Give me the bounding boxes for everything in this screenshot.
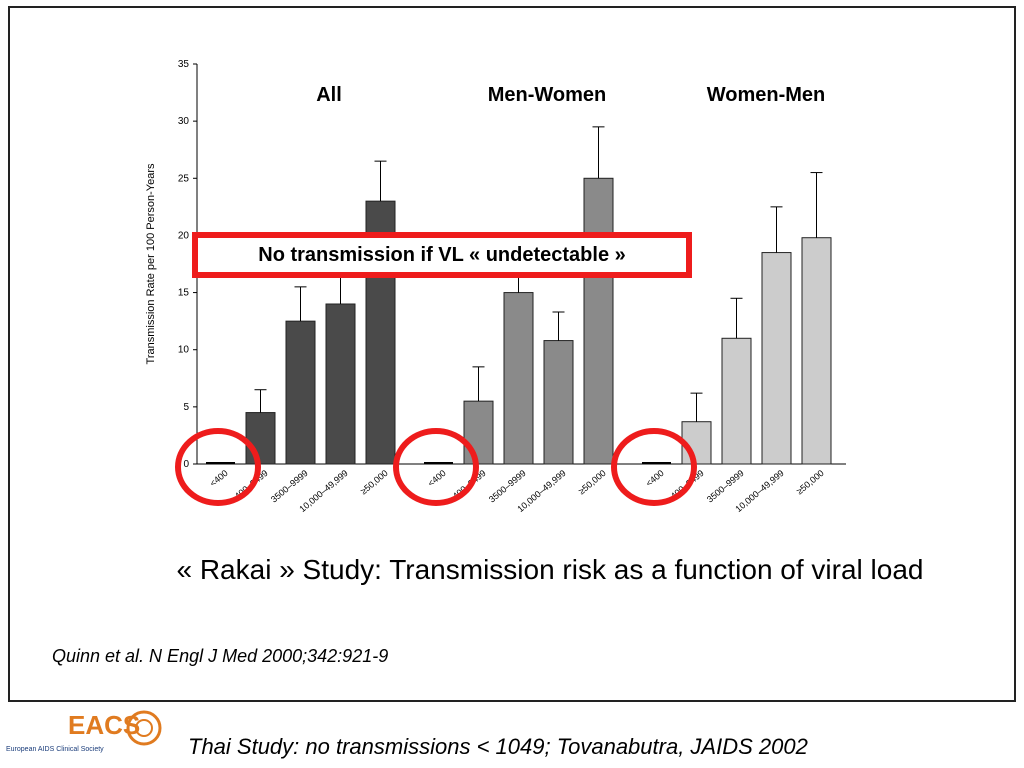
bar: [543, 340, 574, 465]
y-tick-label: 20: [178, 230, 190, 241]
group-title: Women-Men: [707, 84, 826, 106]
highlight-circle: [175, 428, 261, 506]
callout-box: No transmission if VL « undetectable »: [192, 232, 692, 278]
logo-emblem-inner: [135, 719, 153, 737]
bar: [721, 337, 752, 465]
bar: [463, 400, 494, 465]
y-tick-label: 25: [178, 173, 190, 184]
eacs-logo: EACS European AIDS Clinical Society: [6, 706, 166, 764]
bar: [583, 177, 614, 465]
y-tick-label: 15: [178, 288, 190, 299]
eacs-logo-mark: EACS: [68, 710, 162, 746]
y-tick-label: 35: [178, 59, 190, 70]
slide-caption: « Rakai » Study: Transmission risk as a …: [176, 554, 924, 585]
y-axis-label: Transmission Rate per 100 Person-Years: [145, 163, 157, 364]
y-tick-label: 0: [183, 459, 189, 470]
highlight-circle: [611, 428, 697, 506]
x-tick-label: <400: [644, 468, 666, 489]
bar: [801, 237, 832, 465]
x-tick-label: <400: [426, 468, 448, 489]
x-tick-label: ≥50,000: [358, 468, 389, 497]
footer-note: Thai Study: no transmissions < 1049; Tov…: [188, 734, 808, 759]
x-tick-label: 3500–9999: [705, 468, 746, 505]
bar: [503, 292, 534, 465]
x-tick-label: <400: [208, 468, 230, 489]
highlight-circle: [393, 428, 479, 506]
bar: [761, 252, 792, 465]
y-tick-label: 5: [183, 402, 189, 413]
bar-chart: 0 5 10 15 20 25 30 35 Transmission Rate per 100 …: [145, 59, 846, 514]
logo-emblem: [126, 710, 162, 746]
x-tick-label: 3500–9999: [269, 468, 310, 505]
bar: [325, 303, 356, 465]
y-tick-label: 30: [178, 116, 190, 127]
x-tick-label: ≥50,000: [794, 468, 825, 497]
bar: [245, 412, 276, 465]
group-title: Men-Women: [488, 84, 607, 106]
callout-text: No transmission if VL « undetectable »: [258, 243, 626, 266]
y-tick-label: 10: [178, 345, 190, 356]
group-title: All: [316, 84, 342, 106]
logo-tagline: European AIDS Clinical Society: [6, 746, 104, 753]
bar: [285, 320, 316, 465]
x-tick-label: 3500–9999: [487, 468, 528, 505]
x-tick-label: ≥50,000: [576, 468, 607, 497]
citation: Quinn et al. N Engl J Med 2000;342:921-9: [52, 646, 389, 666]
